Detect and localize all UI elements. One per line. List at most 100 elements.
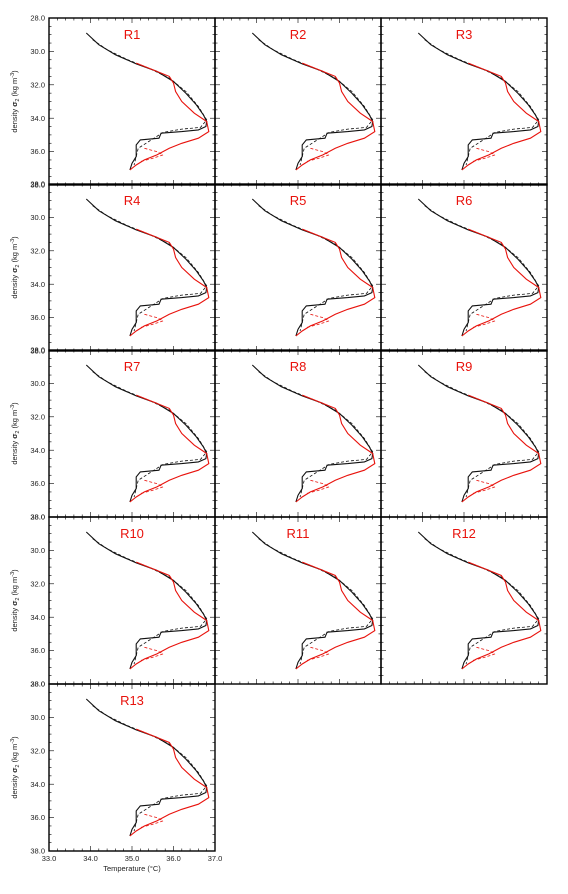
series-line-red-dashed — [140, 479, 165, 494]
y-tick-label: 32.0 — [30, 246, 45, 255]
panel-frame — [214, 349, 382, 518]
panel-label: R5 — [290, 193, 307, 208]
y-tick-label: 28.0 — [30, 680, 45, 689]
y-tick-label: 38.0 — [30, 847, 45, 856]
series-line-red-dashed — [306, 479, 331, 494]
y-tick-label: 28.0 — [30, 346, 45, 355]
y-axis-title: density σ2 (kg m-3) — [10, 402, 21, 465]
series-line-black-dashed — [92, 39, 208, 166]
series-line-black-solid — [417, 364, 540, 503]
y-axis-title: density σ2 (kg m-3) — [10, 569, 21, 632]
series-line-black-solid — [251, 364, 374, 503]
panel-frame — [48, 516, 216, 685]
y-tick-label: 32.0 — [30, 412, 45, 421]
axis-ticks — [380, 516, 548, 685]
axis-ticks — [48, 183, 216, 352]
panel-frame — [380, 183, 548, 352]
panel-frame — [48, 349, 216, 518]
panel-frame — [380, 17, 548, 186]
axis-ticks — [380, 17, 548, 186]
axis-ticks — [214, 349, 382, 518]
axis-ticks — [48, 349, 216, 518]
series-line-red-solid — [461, 62, 542, 171]
y-tick-label: 28.0 — [30, 14, 45, 23]
series-line-black-solid — [85, 698, 208, 837]
panel-R2: R2 — [214, 17, 382, 186]
series-line-red-solid — [129, 228, 210, 337]
panel-R9: R9 — [380, 349, 548, 518]
series-line-red-solid — [461, 394, 542, 503]
panel-R4: R4 28.0 30.0 32.0 34.0 36.0 38.0 — [30, 180, 216, 356]
series-line-red-solid — [129, 728, 210, 837]
series-line-black-solid — [85, 531, 208, 670]
series-line-black-dashed — [424, 371, 540, 498]
panel-label: R6 — [456, 193, 473, 208]
y-tick-label: 38.0 — [30, 347, 45, 356]
y-tick-label: 34.0 — [30, 780, 45, 789]
series-line-red-dashed — [306, 646, 331, 661]
y-tick-label: 30.0 — [30, 47, 45, 56]
y-tick-label: 28.0 — [30, 513, 45, 522]
series-line-black-dashed — [92, 205, 208, 332]
panel-R10: R10 28.0 30.0 32.0 34.0 36.0 38.0 — [30, 513, 216, 689]
x-axis-title: Temperature (°C) — [103, 864, 161, 873]
axis-ticks — [214, 516, 382, 685]
series-line-black-solid — [417, 32, 540, 171]
panel-frame — [214, 516, 382, 685]
panel-label: R12 — [452, 526, 476, 541]
axis-ticks — [214, 183, 382, 352]
series-line-black-dashed — [258, 205, 374, 332]
series-line-black-dashed — [92, 538, 208, 665]
series-line-red-dashed — [472, 646, 497, 661]
panel-frame — [380, 349, 548, 518]
panels-layer: R1 28.0 30.0 32.0 34.0 36.0 38.0 R2 R3 R4 28.0 30.0… — [30, 14, 548, 863]
panel-label: R10 — [120, 526, 144, 541]
x-tick-label: 35.0 — [125, 854, 140, 863]
panel-frame — [48, 17, 216, 186]
y-tick-label: 30.0 — [30, 213, 45, 222]
y-axis-title: density σ2 (kg m-3) — [10, 236, 21, 299]
series-line-red-dashed — [306, 147, 331, 162]
series-line-black-solid — [85, 198, 208, 337]
panel-frame — [48, 183, 216, 352]
panel-label: R4 — [124, 193, 141, 208]
y-tick-label: 38.0 — [30, 181, 45, 190]
panel-frame — [214, 17, 382, 186]
series-line-red-solid — [461, 228, 542, 337]
panel-R11: R11 — [214, 516, 382, 685]
axis-ticks — [48, 516, 216, 685]
y-tick-label: 34.0 — [30, 446, 45, 455]
series-line-red-solid — [461, 561, 542, 670]
series-line-black-dashed — [92, 705, 208, 832]
series-line-red-solid — [129, 62, 210, 171]
axis-ticks — [380, 183, 548, 352]
series-line-black-solid — [417, 198, 540, 337]
y-tick-label: 36.0 — [30, 813, 45, 822]
panel-R12: R12 — [380, 516, 548, 685]
panel-label: R11 — [287, 526, 310, 541]
panel-frame — [48, 683, 216, 852]
panel-label: R2 — [290, 27, 307, 42]
series-line-black-solid — [85, 32, 208, 171]
y-tick-label: 30.0 — [30, 546, 45, 555]
series-line-red-solid — [295, 228, 376, 337]
series-line-red-dashed — [306, 313, 331, 328]
panel-R8: R8 — [214, 349, 382, 518]
axis-ticks — [380, 349, 548, 518]
panel-label: R13 — [120, 693, 144, 708]
series-line-red-dashed — [140, 147, 165, 162]
series-line-red-dashed — [140, 313, 165, 328]
panel-label: R3 — [456, 27, 473, 42]
y-tick-label: 36.0 — [30, 646, 45, 655]
panel-R6: R6 — [380, 183, 548, 352]
series-line-black-dashed — [424, 538, 540, 665]
panel-frame — [214, 183, 382, 352]
x-tick-label: 37.0 — [208, 854, 223, 863]
series-line-black-solid — [251, 32, 374, 171]
y-axis-title: density σ2 (kg m-3) — [10, 736, 21, 799]
panel-R7: R7 28.0 30.0 32.0 34.0 36.0 38.0 — [30, 346, 216, 522]
panel-label: R8 — [290, 359, 307, 374]
axis-ticks — [48, 17, 216, 186]
y-tick-label: 30.0 — [30, 713, 45, 722]
